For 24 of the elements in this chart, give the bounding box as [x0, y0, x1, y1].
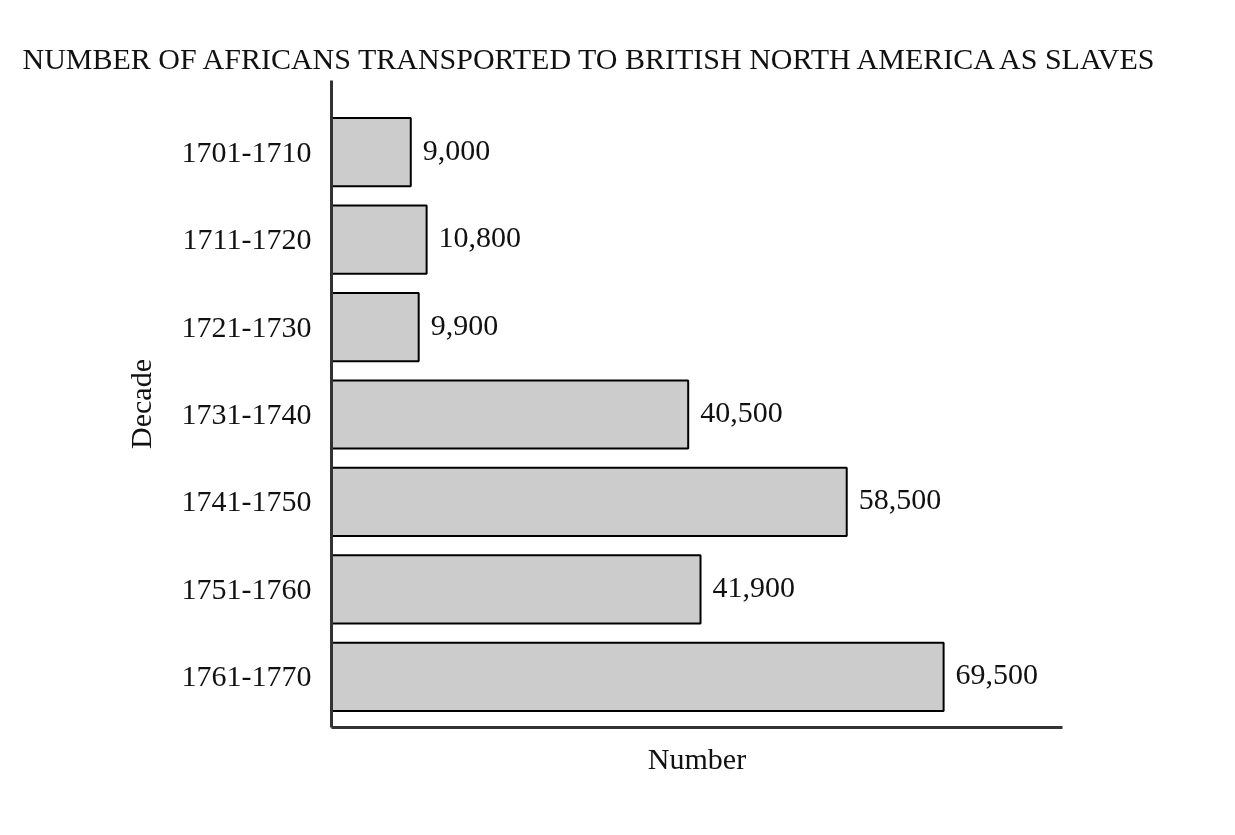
data-label: 41,900 [712, 569, 796, 603]
bar [331, 204, 428, 275]
data-label: 9,000 [422, 132, 491, 166]
y-tick-label: 1741-1750 [181, 484, 312, 518]
x-axis-title: Number [647, 741, 747, 775]
bar [331, 117, 412, 188]
y-tick-label: 1751-1760 [181, 571, 312, 605]
y-tick-label: 1701-1710 [181, 134, 312, 168]
y-axis-title: Decade [123, 359, 157, 449]
y-tick-label: 1731-1740 [181, 396, 312, 430]
data-label: 69,500 [955, 657, 1039, 691]
data-label: 10,800 [438, 220, 522, 254]
y-tick-label: 1711-1720 [182, 222, 312, 256]
y-tick-label: 1761-1770 [181, 659, 312, 693]
data-label: 9,900 [430, 307, 499, 341]
bar [331, 641, 945, 712]
data-label: 58,500 [858, 482, 942, 516]
bar [331, 554, 702, 625]
data-label: 40,500 [700, 394, 783, 428]
bar [331, 466, 848, 538]
chart-title: NUMBER OF AFRICANS TRANSPORTED TO BRITISH NORTH AMERICA AS SLAVES [22, 41, 1155, 75]
bar [331, 291, 420, 363]
y-tick-label: 1721-1730 [181, 309, 312, 343]
bar [331, 379, 690, 450]
